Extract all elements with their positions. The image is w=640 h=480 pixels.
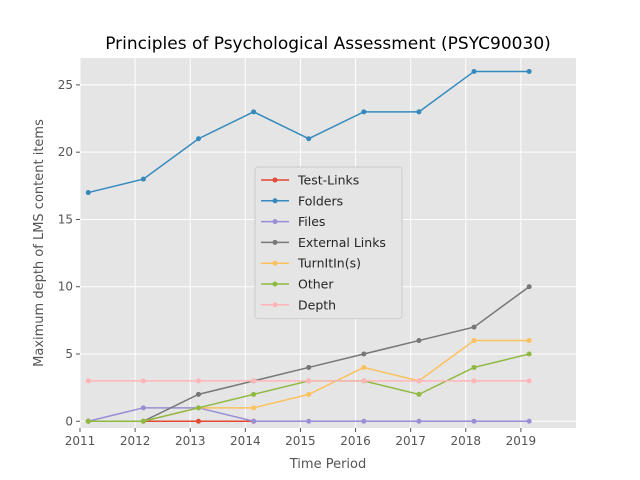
y-tick-label: 0 [65, 414, 73, 428]
data-point-other [471, 364, 477, 370]
series-lines [85, 68, 532, 424]
data-point-files [361, 418, 367, 424]
legend-label: TurnItIn(s) [297, 256, 361, 271]
data-point-depth [416, 378, 422, 384]
y-tick-label: 15 [58, 212, 73, 226]
data-point-depth [195, 378, 201, 384]
x-tick-label: 2016 [340, 434, 371, 448]
legend-marker [272, 260, 278, 266]
data-point-folders [251, 109, 257, 115]
y-tick-label: 25 [58, 78, 73, 92]
x-tick-label: 2014 [230, 434, 261, 448]
data-point-external-links [526, 284, 532, 290]
x-tick-label: 2017 [395, 434, 426, 448]
legend-box [254, 166, 403, 320]
data-point-folders [471, 68, 477, 74]
data-point-depth [140, 378, 146, 384]
legend-label: External Links [298, 235, 386, 250]
legend-entry: Other [261, 277, 334, 292]
legend-label: Files [298, 214, 325, 229]
legend-entry: Files [261, 214, 325, 229]
legend-label: Folders [298, 193, 343, 208]
x-tick-label: 2015 [285, 434, 316, 448]
data-point-external-links [416, 338, 422, 344]
data-point-folders [361, 109, 367, 115]
data-point-external-links [471, 324, 477, 330]
legend-entry: Test-Links [261, 173, 359, 188]
data-point-files [526, 418, 532, 424]
data-point-other [416, 391, 422, 397]
y-tick-label: 10 [58, 280, 73, 294]
data-point-depth [361, 378, 367, 384]
legend-entry: Depth [261, 297, 336, 312]
legend-label: Depth [298, 297, 336, 312]
legend-marker [272, 177, 278, 183]
legend: Test-Links Folders Files External Links Turn… [254, 166, 403, 320]
x-tick-label: 2012 [120, 434, 151, 448]
data-point-turnitin-s [526, 338, 532, 344]
x-tick-labels: 2011 2012 2013 2014 2015 2016 2017 2018 2019 [65, 428, 536, 448]
data-point-files [471, 418, 477, 424]
data-point-turnitin-s [251, 405, 257, 411]
x-tick-label: 2018 [451, 434, 482, 448]
series-folders [85, 68, 532, 196]
data-point-depth [306, 378, 312, 384]
y-tick-label: 20 [58, 145, 73, 159]
data-point-folders [140, 176, 146, 182]
data-point-files [306, 418, 312, 424]
data-point-folders [306, 136, 312, 142]
legend-entry: External Links [261, 235, 386, 250]
legend-marker [272, 198, 278, 204]
data-point-folders [85, 190, 91, 196]
data-point-other [526, 351, 532, 357]
data-point-turnitin-s [306, 391, 312, 397]
data-point-folders [195, 136, 201, 142]
legend-label: Test-Links [297, 173, 359, 188]
series-depth [85, 378, 532, 384]
data-point-external-links [195, 391, 201, 397]
data-point-turnitin-s [361, 364, 367, 370]
data-point-folders [416, 109, 422, 115]
legend-marker [272, 239, 278, 245]
x-tick-label: 2019 [506, 434, 537, 448]
data-point-depth [471, 378, 477, 384]
y-axis-label: Maximum depth of LMS content items [32, 119, 47, 367]
x-tick-label: 2011 [65, 434, 96, 448]
data-point-other [140, 418, 146, 424]
data-point-other [85, 418, 91, 424]
data-point-turnitin-s [471, 338, 477, 344]
data-point-test-links [195, 418, 201, 424]
legend-marker [272, 302, 278, 308]
legend-entry: Folders [261, 193, 343, 208]
data-point-files [416, 418, 422, 424]
data-point-external-links [361, 351, 367, 357]
y-tick-label: 5 [65, 347, 73, 361]
chart-title: Principles of Psychological Assessment (… [105, 34, 551, 54]
data-point-depth [85, 378, 91, 384]
data-point-files [251, 418, 257, 424]
legend-label: Other [298, 277, 334, 292]
legend-marker [272, 281, 278, 287]
x-axis-label: Time Period [289, 457, 366, 472]
data-point-other [195, 405, 201, 411]
x-tick-label: 2013 [175, 434, 206, 448]
data-point-depth [251, 378, 257, 384]
data-point-files [140, 405, 146, 411]
data-point-folders [526, 68, 532, 74]
data-point-depth [526, 378, 532, 384]
data-point-external-links [306, 364, 312, 370]
legend-marker [272, 219, 278, 225]
y-tick-labels: 0 5 10 15 20 25 [58, 78, 80, 428]
data-point-other [251, 391, 257, 397]
legend-entry: TurnItIn(s) [261, 256, 361, 271]
